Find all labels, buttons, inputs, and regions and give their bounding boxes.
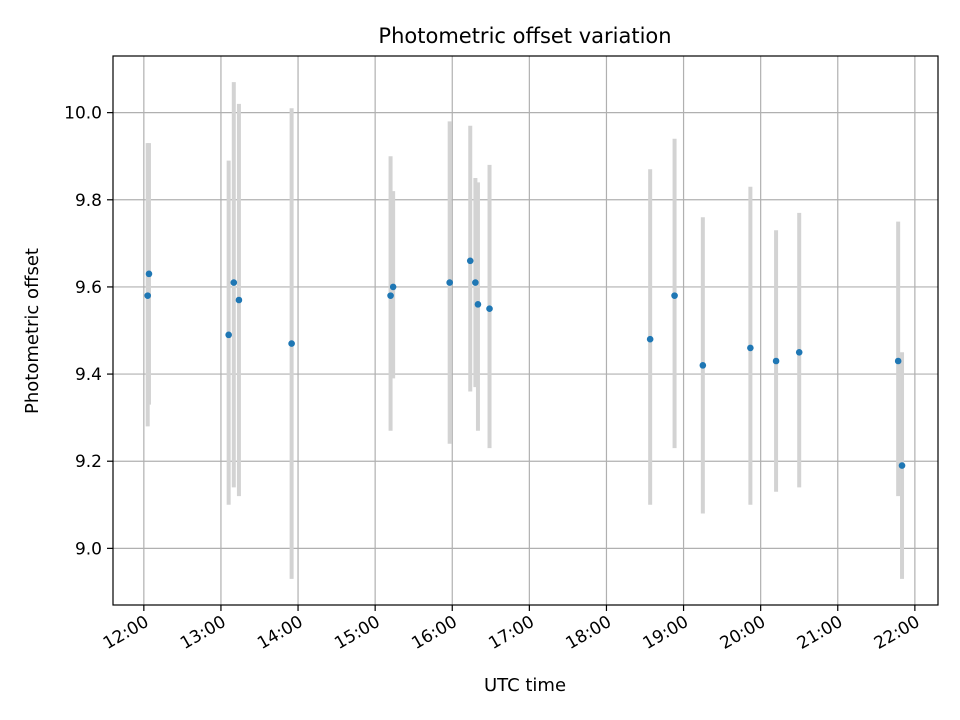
data-point <box>795 348 803 356</box>
plot-frame <box>112 55 939 606</box>
data-point <box>389 283 397 291</box>
data-point <box>772 357 780 365</box>
data-point <box>699 362 707 369</box>
y-tick-label: 9.4 <box>75 365 102 385</box>
x-axis-label: UTC time <box>484 675 566 696</box>
data-point <box>472 279 479 286</box>
data-point <box>671 292 678 299</box>
data-point <box>747 344 754 352</box>
data-point <box>225 331 232 339</box>
y-tick-label: 9.0 <box>75 539 102 559</box>
data-point <box>466 257 474 265</box>
data-point <box>230 279 238 286</box>
y-tick-label: 10.0 <box>64 104 102 124</box>
data-point <box>646 335 654 343</box>
data-point <box>486 305 493 313</box>
y-axis-label: Photometric offset <box>22 248 43 414</box>
y-tick-label: 9.8 <box>75 191 102 211</box>
y-tick-label: 9.6 <box>75 278 102 298</box>
data-point <box>474 301 482 308</box>
data-point <box>145 270 153 278</box>
data-point <box>387 292 394 299</box>
data-points <box>144 257 906 469</box>
y-tick-label: 9.2 <box>75 452 102 472</box>
y-axis-ticks: 9.0 9.2 9.4 9.6 9.8 10.0 <box>64 104 113 559</box>
chart-title: Photometric offset variation <box>378 24 671 48</box>
data-point <box>235 296 243 304</box>
data-point <box>894 357 902 365</box>
data-point <box>898 462 906 469</box>
data-point <box>288 340 295 347</box>
grid-lines <box>113 56 938 605</box>
data-point <box>144 292 151 299</box>
data-point <box>446 279 453 286</box>
